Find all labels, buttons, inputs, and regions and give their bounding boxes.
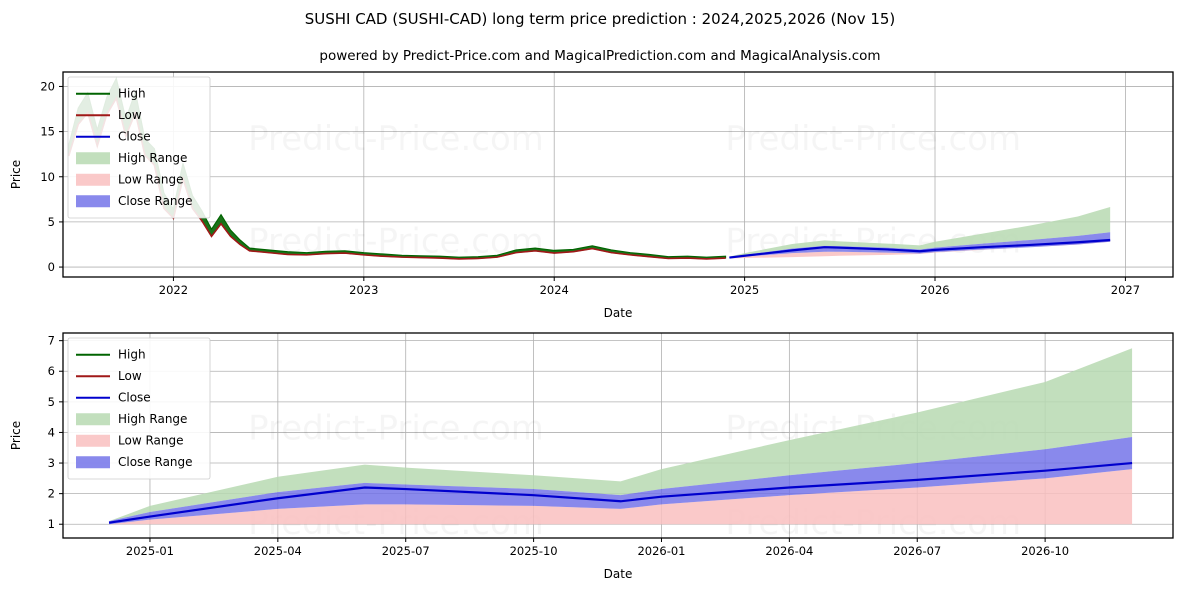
x-tick-label: 2026-10	[1021, 544, 1069, 558]
x-tick-label: 2025-07	[382, 544, 430, 558]
legend-item-label: High	[118, 347, 146, 361]
legend-item: High	[76, 347, 146, 361]
legend-item-label: Low Range	[118, 172, 183, 186]
legend-patch-swatch	[76, 413, 110, 426]
y-tick-label: 15	[40, 125, 55, 139]
legend-item: Low Range	[76, 433, 183, 447]
y-tick-label: 0	[48, 260, 55, 274]
x-tick-label: 2025-10	[510, 544, 558, 558]
watermark-text: Predict-Price.com	[248, 119, 544, 159]
y-tick-label: 2	[48, 487, 55, 501]
x-tick-label: 2024	[540, 283, 569, 297]
y-tick-label: 6	[48, 364, 55, 378]
watermark-text: Predict-Price.com	[248, 409, 544, 449]
legend-item: Close Range	[76, 194, 193, 208]
plot-border	[62, 71, 1174, 278]
high-range-band	[109, 348, 1133, 522]
legend-item: Close	[76, 390, 151, 404]
legend-item-label: High	[118, 86, 146, 100]
chart-bottom: Predict-Price.comPredict-Price.comPredic…	[9, 332, 1174, 581]
legend-item: Close Range	[76, 455, 193, 469]
legend-item: Close	[76, 129, 151, 143]
y-axis-label: Price	[9, 160, 23, 189]
legend-patch-swatch	[76, 434, 110, 447]
x-tick-label: 2026-01	[637, 544, 685, 558]
x-tick-label: 2026	[920, 283, 949, 297]
legend-item-label: Close	[118, 390, 151, 404]
close-range-band	[729, 232, 1111, 259]
legend-patch-swatch	[76, 152, 110, 165]
legend-item: High	[76, 86, 146, 100]
legend-item-label: Close Range	[118, 194, 193, 208]
legend-item-label: Close Range	[118, 455, 193, 469]
legend-patch-swatch	[76, 195, 110, 208]
legend-patch-swatch	[76, 456, 110, 469]
y-axis-label: Price	[9, 421, 23, 450]
legend-item: Low Range	[76, 172, 183, 186]
x-tick-label: 2026-07	[893, 544, 941, 558]
y-tick-label: 1	[48, 517, 55, 531]
legend-item-label: Low Range	[118, 433, 183, 447]
watermark-text: Predict-Price.com	[725, 119, 1021, 159]
legend-item-label: Close	[118, 129, 151, 143]
legend-item: High Range	[76, 412, 187, 426]
legend-patch-swatch	[76, 173, 110, 186]
low-range-band	[109, 469, 1133, 525]
x-tick-label: 2022	[159, 283, 188, 297]
x-tick-label: 2025-01	[126, 544, 174, 558]
axis-ticks: 1 2 3 4 5 6 7 2025-01 2025-04 2025-07 2025-10 2026-…	[48, 334, 1069, 558]
close-line	[108, 461, 1133, 524]
legend-item: Low	[76, 108, 142, 122]
close-range-band	[109, 437, 1133, 525]
legend-item: Low	[76, 369, 142, 383]
x-tick-label: 2026-04	[765, 544, 813, 558]
x-tick-label: 2025-04	[254, 544, 302, 558]
y-tick-label: 3	[48, 456, 55, 470]
page-title: SUSHI CAD (SUSHI-CAD) long term price pr…	[305, 10, 896, 28]
legend-item-label: High Range	[118, 412, 187, 426]
chart-top: Predict-Price.comPredict-Price.comPredic…	[9, 71, 1174, 320]
legend: High Low Close High Range Low Range Close Ran…	[67, 337, 211, 480]
y-tick-label: 5	[48, 215, 55, 229]
y-tick-label: 4	[48, 425, 55, 439]
legend-item-label: Low	[118, 108, 142, 122]
y-tick-label: 5	[48, 395, 55, 409]
axis-ticks: 0 5 10 15 20 2022 2023 2024 2025 2026 2027	[40, 79, 1140, 297]
y-tick-label: 20	[40, 79, 55, 93]
legend-item: High Range	[76, 151, 187, 165]
x-axis-label: Date	[604, 306, 633, 320]
legend-item-label: Low	[118, 369, 142, 383]
page-subtitle: powered by Predict-Price.com and Magical…	[319, 48, 880, 64]
y-tick-label: 10	[40, 170, 55, 184]
legend: High Low Close High Range Low Range Close Ran…	[67, 76, 211, 219]
high-range-band	[729, 207, 1111, 258]
legend-item-label: High Range	[118, 151, 187, 165]
low-range-band	[729, 240, 1111, 259]
series-group	[108, 348, 1133, 525]
x-axis-label: Date	[604, 567, 633, 581]
x-tick-label: 2027	[1111, 283, 1140, 297]
y-tick-label: 7	[48, 334, 55, 348]
close-line	[729, 238, 1111, 259]
plot-border	[62, 332, 1174, 539]
x-tick-label: 2023	[349, 283, 378, 297]
x-tick-label: 2025	[730, 283, 759, 297]
